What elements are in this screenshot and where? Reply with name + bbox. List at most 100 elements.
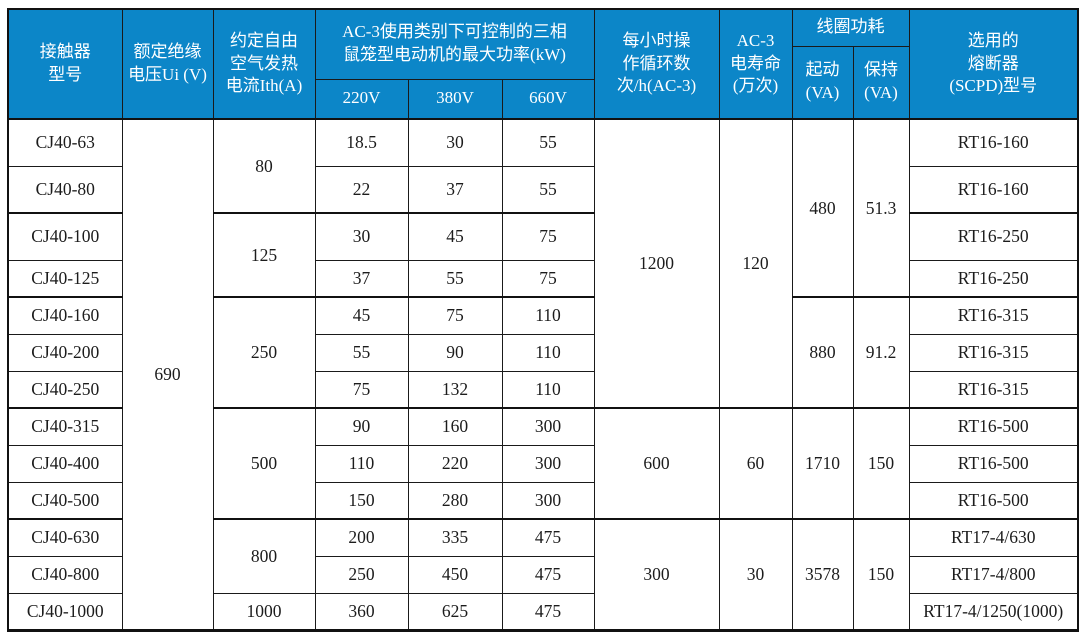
cell-power-220: 360 (314, 592, 409, 631)
cell-fuse: RT16-250 (908, 212, 1079, 261)
header-fuse-type: 选用的 熔断器 (SCPD)型号 (908, 8, 1079, 120)
cell-power-220: 150 (314, 481, 409, 520)
cell-power-220: 200 (314, 518, 409, 557)
cell-power-380: 37 (407, 165, 503, 214)
cell-ith: 125 (212, 212, 316, 298)
cell-fuse: RT16-500 (908, 407, 1079, 446)
cell-coil-start: 880 (791, 296, 854, 409)
cell-ith: 500 (212, 407, 316, 520)
cell-power-660: 475 (501, 592, 595, 631)
header-coil-power-group: 线圈功耗 (791, 8, 910, 47)
cell-power-380: 280 (407, 481, 503, 520)
cell-fuse: RT16-160 (908, 118, 1079, 167)
cell-cycles: 300 (593, 518, 720, 631)
cell-ith: 1000 (212, 592, 316, 631)
cell-model: CJ40-800 (7, 555, 123, 594)
cell-cycles: 600 (593, 407, 720, 520)
cell-power-660: 110 (501, 296, 595, 335)
cell-power-660: 300 (501, 481, 595, 520)
cell-model: CJ40-250 (7, 370, 123, 409)
cell-power-660: 475 (501, 518, 595, 557)
table-header: 接触器 型号 额定绝缘 电压Ui (V) 约定自由 空气发热 电流Ith(A) … (7, 8, 1079, 120)
header-max-power-group: AC-3使用类别下可控制的三相 鼠笼型电动机的最大功率(kW) (314, 8, 595, 80)
table-row: CJ40-315 500 90 160 300 600 60 1710 150 … (7, 407, 1079, 520)
cell-power-220: 18.5 (314, 118, 409, 167)
cell-power-660: 55 (501, 118, 595, 167)
cell-power-220: 250 (314, 555, 409, 594)
table-row: CJ40-1000 1000 360 625 475 RT17-4/1250(1… (7, 592, 1079, 631)
cell-model: CJ40-200 (7, 333, 123, 372)
cell-power-380: 55 (407, 259, 503, 298)
cell-model: CJ40-400 (7, 444, 123, 483)
table-row: CJ40-400 110 220 300 RT16-500 (7, 444, 1079, 483)
cell-cycles: 1200 (593, 118, 720, 409)
cell-fuse: RT17-4/1250(1000) (908, 592, 1079, 631)
header-220v: 220V (314, 78, 409, 120)
cell-fuse: RT16-315 (908, 296, 1079, 335)
table-row: CJ40-500 150 280 300 RT16-500 (7, 481, 1079, 520)
table-row: CJ40-250 75 132 110 RT16-315 (7, 370, 1079, 409)
cell-ith: 80 (212, 118, 316, 214)
table-row: CJ40-80 22 37 55 RT16-160 (7, 165, 1079, 214)
cell-power-220: 90 (314, 407, 409, 446)
cell-fuse: RT16-250 (908, 259, 1079, 298)
cell-coil-start: 3578 (791, 518, 854, 631)
cell-power-660: 300 (501, 444, 595, 483)
table-row: CJ40-63 690 80 18.5 30 55 1200 120 480 5… (7, 118, 1079, 631)
cell-model: CJ40-500 (7, 481, 123, 520)
cell-coil-start: 480 (791, 118, 854, 298)
cell-power-220: 55 (314, 333, 409, 372)
table-row: CJ40-800 250 450 475 RT17-4/800 (7, 555, 1079, 594)
cell-power-660: 110 (501, 370, 595, 409)
header-660v: 660V (501, 78, 595, 120)
header-row-3: 220V 380V 660V (8, 78, 1078, 120)
cell-voltage: 690 (121, 118, 214, 631)
cell-power-220: 22 (314, 165, 409, 214)
cell-coil-hold: 150 (852, 407, 910, 520)
header-row-2: 起动 (VA) 保持 (VA) (8, 45, 1078, 120)
cell-power-220: 75 (314, 370, 409, 409)
cell-fuse: RT17-4/630 (908, 518, 1079, 557)
cell-ith: 250 (212, 296, 316, 409)
header-cycles-per-hour: 每小时操 作循环数 次/h(AC-3) (593, 8, 720, 120)
cell-power-660: 75 (501, 259, 595, 298)
cell-power-380: 132 (407, 370, 503, 409)
cell-model: CJ40-160 (7, 296, 123, 335)
table-row: CJ40-160 250 45 75 110 880 91.2 RT16-315 (7, 296, 1079, 409)
header-rated-insulation-voltage: 额定绝缘 电压Ui (V) (121, 8, 214, 120)
header-380v: 380V (407, 78, 503, 120)
cell-fuse: RT16-160 (908, 165, 1079, 214)
cell-fuse: RT17-4/800 (908, 555, 1079, 594)
cell-fuse: RT16-315 (908, 333, 1079, 372)
cell-life: 60 (718, 407, 793, 520)
cell-model: CJ40-63 (7, 118, 123, 167)
cell-power-380: 450 (407, 555, 503, 594)
cell-power-660: 110 (501, 333, 595, 372)
header-coil-start: 起动 (VA) (791, 45, 854, 120)
cell-fuse: RT16-315 (908, 370, 1079, 409)
cell-power-220: 37 (314, 259, 409, 298)
cell-power-380: 220 (407, 444, 503, 483)
cell-power-660: 300 (501, 407, 595, 446)
cell-power-660: 475 (501, 555, 595, 594)
cell-power-380: 160 (407, 407, 503, 446)
header-thermal-current: 约定自由 空气发热 电流Ith(A) (212, 8, 316, 120)
cell-power-380: 30 (407, 118, 503, 167)
table-row: CJ40-200 55 90 110 RT16-315 (7, 333, 1079, 372)
cell-power-380: 90 (407, 333, 503, 372)
cell-model: CJ40-80 (7, 165, 123, 214)
cell-fuse: RT16-500 (908, 481, 1079, 520)
header-row-1: 接触器 型号 额定绝缘 电压Ui (V) 约定自由 空气发热 电流Ith(A) … (7, 8, 1079, 120)
header-electrical-life: AC-3 电寿命 (万次) (718, 8, 793, 120)
cell-model: CJ40-315 (7, 407, 123, 446)
cell-power-380: 45 (407, 212, 503, 261)
table-body: CJ40-63 690 80 18.5 30 55 1200 120 480 5… (7, 118, 1079, 631)
cell-power-220: 110 (314, 444, 409, 483)
cell-power-660: 75 (501, 212, 595, 261)
cell-power-380: 75 (407, 296, 503, 335)
cell-power-380: 335 (407, 518, 503, 557)
cell-power-220: 45 (314, 296, 409, 335)
contactor-spec-table: 接触器 型号 额定绝缘 电压Ui (V) 约定自由 空气发热 电流Ith(A) … (7, 8, 1079, 632)
cell-power-660: 55 (501, 165, 595, 214)
cell-coil-start: 1710 (791, 407, 854, 520)
